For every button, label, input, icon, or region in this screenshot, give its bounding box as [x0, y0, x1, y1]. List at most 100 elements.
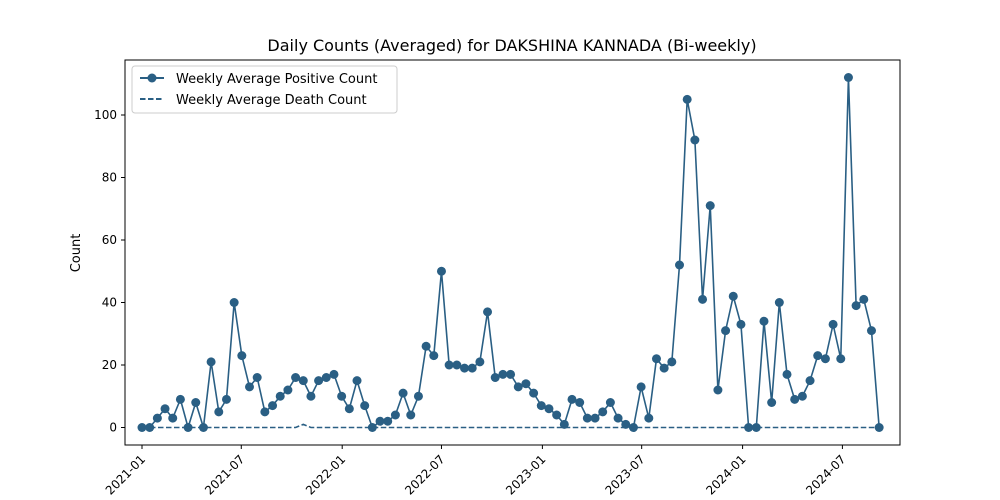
positive-count-point	[183, 423, 193, 432]
legend: Weekly Average Positive Count Weekly Ave…	[131, 65, 398, 114]
positive-count-point	[651, 354, 661, 364]
positive-count-point	[444, 360, 454, 370]
positive-count-point	[229, 298, 239, 307]
positive-count-point	[291, 373, 301, 382]
positive-count-point	[275, 391, 285, 401]
positive-count-point	[314, 376, 324, 386]
positive-count-point	[529, 388, 539, 398]
legend-positive-marker	[147, 73, 157, 83]
series-layer	[137, 73, 884, 432]
positive-count-point	[605, 398, 615, 407]
positive-count-point	[675, 260, 685, 270]
positive-count-point	[859, 294, 869, 304]
positive-count-point	[398, 388, 408, 398]
chart-title: Daily Counts (Averaged) for DAKSHINA KAN…	[267, 36, 756, 55]
positive-count-point	[851, 301, 861, 311]
positive-count-point	[390, 410, 400, 420]
positive-count-point	[360, 401, 370, 411]
positive-count-point	[843, 73, 853, 82]
positive-count-point	[245, 382, 254, 392]
positive-count-point	[206, 357, 216, 367]
positive-count-point	[260, 407, 270, 417]
positive-count-point	[198, 423, 208, 432]
positive-count-point	[521, 379, 531, 389]
y-tick-label: 60	[102, 233, 117, 247]
y-tick-label: 0	[109, 421, 117, 435]
positive-count-point	[767, 398, 777, 407]
positive-count-point	[152, 413, 162, 423]
positive-count-point	[705, 201, 715, 211]
positive-count-point	[321, 373, 331, 382]
positive-count-point	[429, 351, 439, 361]
plot-area	[124, 59, 901, 446]
positive-count-point	[667, 357, 677, 367]
positive-count-point	[175, 394, 185, 404]
y-axis: 0 20 40 60 80 100	[94, 108, 125, 435]
legend-box	[131, 65, 398, 114]
positive-count-point	[145, 423, 155, 432]
y-tick-label: 100	[94, 108, 117, 122]
positive-count-point	[352, 376, 362, 386]
positive-count-point	[221, 394, 231, 404]
positive-count-point	[406, 410, 416, 420]
positive-count-point	[644, 413, 654, 423]
positive-count-point	[460, 363, 470, 373]
positive-count-point	[598, 407, 608, 417]
y-tick-label: 80	[102, 171, 117, 185]
positive-count-point	[283, 385, 293, 395]
positive-count-point	[790, 394, 800, 404]
positive-count-point	[214, 407, 224, 417]
positive-count-point	[367, 423, 377, 432]
positive-count-point	[498, 369, 508, 379]
positive-count-point	[628, 423, 638, 432]
positive-count-point	[383, 416, 393, 426]
positive-count-point	[744, 423, 754, 432]
positive-count-point	[621, 419, 631, 429]
positive-count-point	[544, 404, 554, 414]
positive-count-point	[329, 369, 339, 379]
positive-count-point	[306, 391, 316, 401]
death-count-line	[142, 423, 880, 429]
plot-frame	[124, 59, 901, 446]
positive-count-point	[475, 357, 485, 367]
positive-count-point	[552, 410, 562, 420]
positive-count-point	[413, 391, 423, 401]
positive-count-point	[728, 291, 738, 301]
positive-count-point	[828, 319, 838, 329]
legend-death-label: Weekly Average Death Count	[176, 93, 367, 108]
positive-count-point	[237, 351, 247, 361]
positive-count-point	[751, 423, 761, 432]
positive-count-point	[467, 363, 477, 373]
positive-count-point	[513, 382, 523, 392]
positive-count-point	[736, 319, 746, 329]
positive-count-point	[375, 416, 385, 426]
positive-count-point	[836, 354, 846, 364]
positive-count-point	[613, 413, 623, 423]
positive-count-point	[690, 135, 700, 145]
positive-count-point	[797, 391, 807, 401]
legend-positive-label: Weekly Average Positive Count	[176, 72, 377, 87]
positive-count-point	[452, 360, 462, 370]
positive-count-point	[436, 266, 446, 276]
positive-count-point	[590, 413, 600, 423]
positive-count-point	[698, 294, 708, 304]
positive-count-point	[659, 363, 669, 373]
positive-count-point	[298, 376, 308, 386]
positive-count-point	[536, 401, 546, 411]
positive-count-point	[252, 373, 262, 382]
positive-count-point	[421, 341, 431, 351]
positive-count-point	[337, 391, 347, 401]
positive-count-point	[268, 401, 278, 411]
positive-count-point	[759, 316, 769, 326]
positive-count-point	[721, 326, 731, 336]
positive-count-point	[820, 354, 830, 364]
positive-count-point	[682, 94, 692, 104]
y-axis-label: Count	[69, 234, 84, 273]
y-tick-label: 20	[102, 358, 117, 372]
positive-count-point	[490, 373, 500, 382]
positive-count-point	[567, 394, 577, 404]
positive-count-point	[582, 413, 592, 423]
positive-count-point	[137, 423, 147, 432]
positive-count-point	[774, 298, 784, 307]
